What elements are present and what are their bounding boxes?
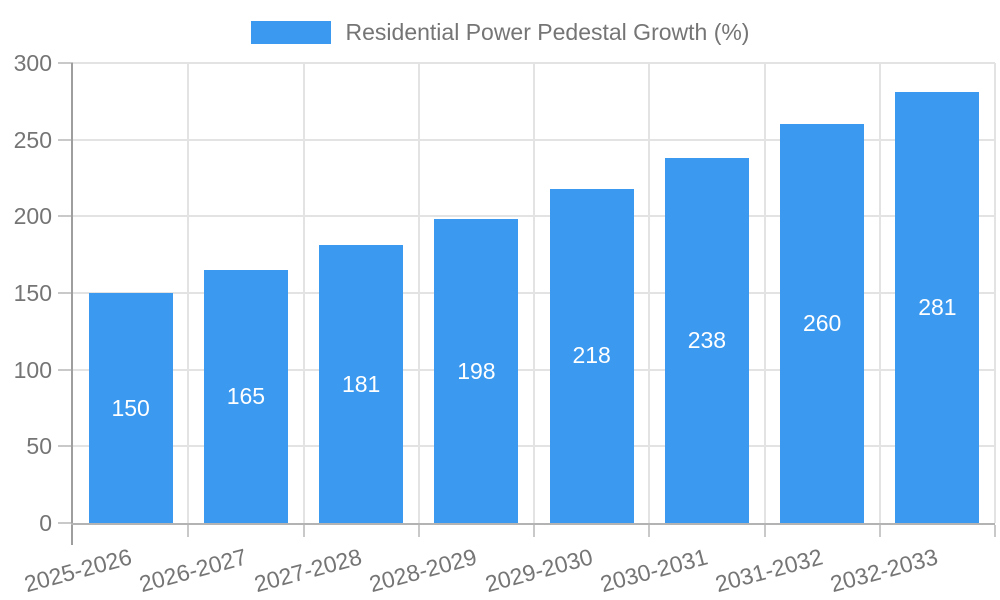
y-axis-tick-label: 300 [13,50,52,76]
bar-value-label: 218 [572,342,611,369]
y-axis-line [71,63,73,545]
x-axis-tick [187,525,190,537]
gridline-vertical [187,63,190,523]
y-axis-tick [58,138,73,141]
x-axis-tick [302,525,305,537]
gridline-vertical [878,63,881,523]
bar: 181 [319,245,404,523]
y-axis-tick [58,445,73,448]
y-axis-tick [58,62,73,64]
x-axis-line [71,523,995,525]
y-axis-tick-label: 200 [13,203,52,230]
x-axis-tick [878,525,881,537]
gridline-vertical [302,63,305,523]
bar-value-label: 181 [341,370,381,397]
x-axis-tick [763,525,766,537]
y-axis-tick-label: 100 [13,356,52,383]
y-axis-tick-label: 50 [26,433,52,460]
gridline-vertical [994,63,996,523]
bar: 198 [434,219,519,523]
bar-value-label: 198 [457,357,496,384]
y-axis-tick [58,215,73,218]
legend-swatch [250,20,331,44]
chart-legend[interactable]: Residential Power Pedestal Growth (%) [0,18,1000,45]
x-axis-tick [417,525,420,537]
gridline-vertical [533,63,535,523]
y-axis-tick [58,522,73,524]
bar: 260 [780,124,865,523]
y-axis-tick-label: 150 [13,280,52,306]
x-axis-tick [533,525,535,537]
y-axis-tick [58,292,73,294]
y-axis-tick-label: 0 [39,510,52,536]
y-axis-tick-label: 250 [13,126,52,153]
bar-value-label: 260 [802,310,842,337]
gridline-vertical [763,63,766,523]
y-axis-tick [58,368,73,371]
gridline-vertical [417,63,420,523]
x-axis-tick [648,525,651,537]
bar-value-label: 165 [226,383,266,409]
bar: 218 [549,188,634,523]
bar-value-label: 238 [687,327,727,354]
gridline-vertical [648,63,651,523]
bar: 150 [88,293,173,523]
bar-value-label: 150 [111,394,150,421]
bar: 165 [203,270,288,523]
bar: 238 [664,158,749,523]
x-axis-tick [994,525,996,537]
bar-value-label: 281 [918,294,957,321]
bar: 281 [895,92,980,523]
legend-label: Residential Power Pedestal Growth (%) [345,18,750,45]
